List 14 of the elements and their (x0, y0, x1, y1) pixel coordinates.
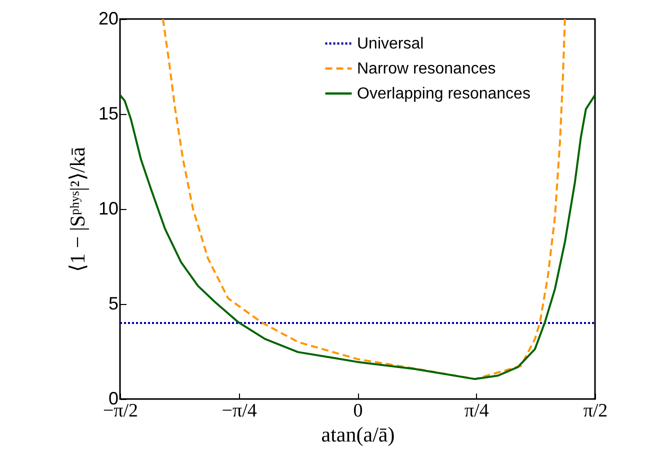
legend-label: Overlapping resonances (357, 86, 530, 102)
y-axis-title: ⟨1 − |Sᵖʰʸˢ|²⟩/kā (65, 146, 90, 272)
x-tick-label: −π/4 (222, 400, 258, 422)
x-tick-label: 0 (353, 400, 363, 422)
x-axis-title: atan(a/ā) (321, 422, 395, 446)
y-tick-label: 15 (98, 104, 118, 124)
legend-label: Universal (357, 36, 424, 52)
line-series (162, 19, 566, 380)
y-tick-label: 5 (108, 294, 118, 314)
y-tick-label: 10 (98, 198, 118, 218)
x-tick-label: π/4 (464, 400, 490, 422)
y-tick-label: 20 (98, 8, 118, 28)
legend-label: Narrow resonances (357, 60, 496, 78)
x-tick-label: π/2 (583, 400, 608, 422)
